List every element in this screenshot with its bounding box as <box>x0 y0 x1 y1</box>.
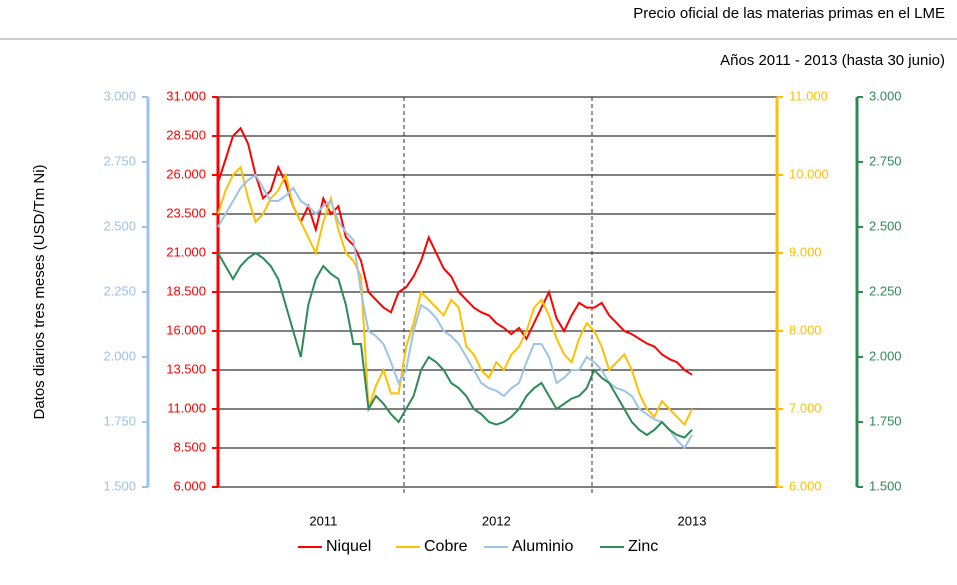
tick-label: 2.750 <box>869 153 902 168</box>
tick-label: 16.000 <box>166 322 206 337</box>
tick-label: 2.500 <box>103 218 136 233</box>
x-tick-label: 2011 <box>309 513 337 528</box>
tick-label: 2.250 <box>869 283 902 298</box>
tick-label: 31.000 <box>166 88 206 103</box>
tick-label: 1.500 <box>869 478 902 493</box>
series-line <box>217 165 693 427</box>
legend-label: Cobre <box>424 538 468 555</box>
tick-label: 2.000 <box>869 348 902 363</box>
tick-label: 3.000 <box>103 88 136 103</box>
tick-label: 23.500 <box>166 205 206 220</box>
chart-subtitle: Años 2011 - 2013 (hasta 30 junio) <box>720 52 945 69</box>
series-line <box>217 251 693 439</box>
tick-label: 1.750 <box>869 413 902 428</box>
tick-label: 2.250 <box>103 283 136 298</box>
x-tick-label: 2012 <box>482 513 511 528</box>
tick-label: 6.000 <box>173 478 206 493</box>
chart-title: Precio oficial de las materias primas en… <box>633 5 945 22</box>
tick-label: 1.500 <box>103 478 136 493</box>
legend-label: Zinc <box>628 538 658 555</box>
x-tick-label: 2013 <box>678 513 707 528</box>
tick-label: 21.000 <box>166 244 206 259</box>
tick-label: 7.000 <box>789 400 822 415</box>
tick-label: 11.000 <box>167 400 206 415</box>
y-axis-label: Datos diarios tres meses (USD/Tm Ni) <box>31 164 48 419</box>
series-line <box>217 173 693 450</box>
tick-label: 2.000 <box>103 348 136 363</box>
tick-label: 8.000 <box>789 322 822 337</box>
tick-label: 2.500 <box>869 218 902 233</box>
tick-label: 9.000 <box>789 244 822 259</box>
tick-label: 10.000 <box>789 166 829 181</box>
tick-label: 6.000 <box>789 478 822 493</box>
tick-label: 28.500 <box>166 127 206 142</box>
legend-label: Niquel <box>326 538 371 555</box>
tick-label: 13.500 <box>166 361 206 376</box>
legend-label: Aluminio <box>512 538 573 555</box>
tick-label: 11.000 <box>789 88 828 103</box>
tick-label: 3.000 <box>869 88 902 103</box>
tick-label: 26.000 <box>166 166 206 181</box>
tick-label: 1.750 <box>103 413 136 428</box>
tick-label: 18.500 <box>166 283 206 298</box>
series-line <box>217 126 693 376</box>
tick-label: 8.500 <box>173 439 206 454</box>
tick-label: 2.750 <box>103 153 136 168</box>
